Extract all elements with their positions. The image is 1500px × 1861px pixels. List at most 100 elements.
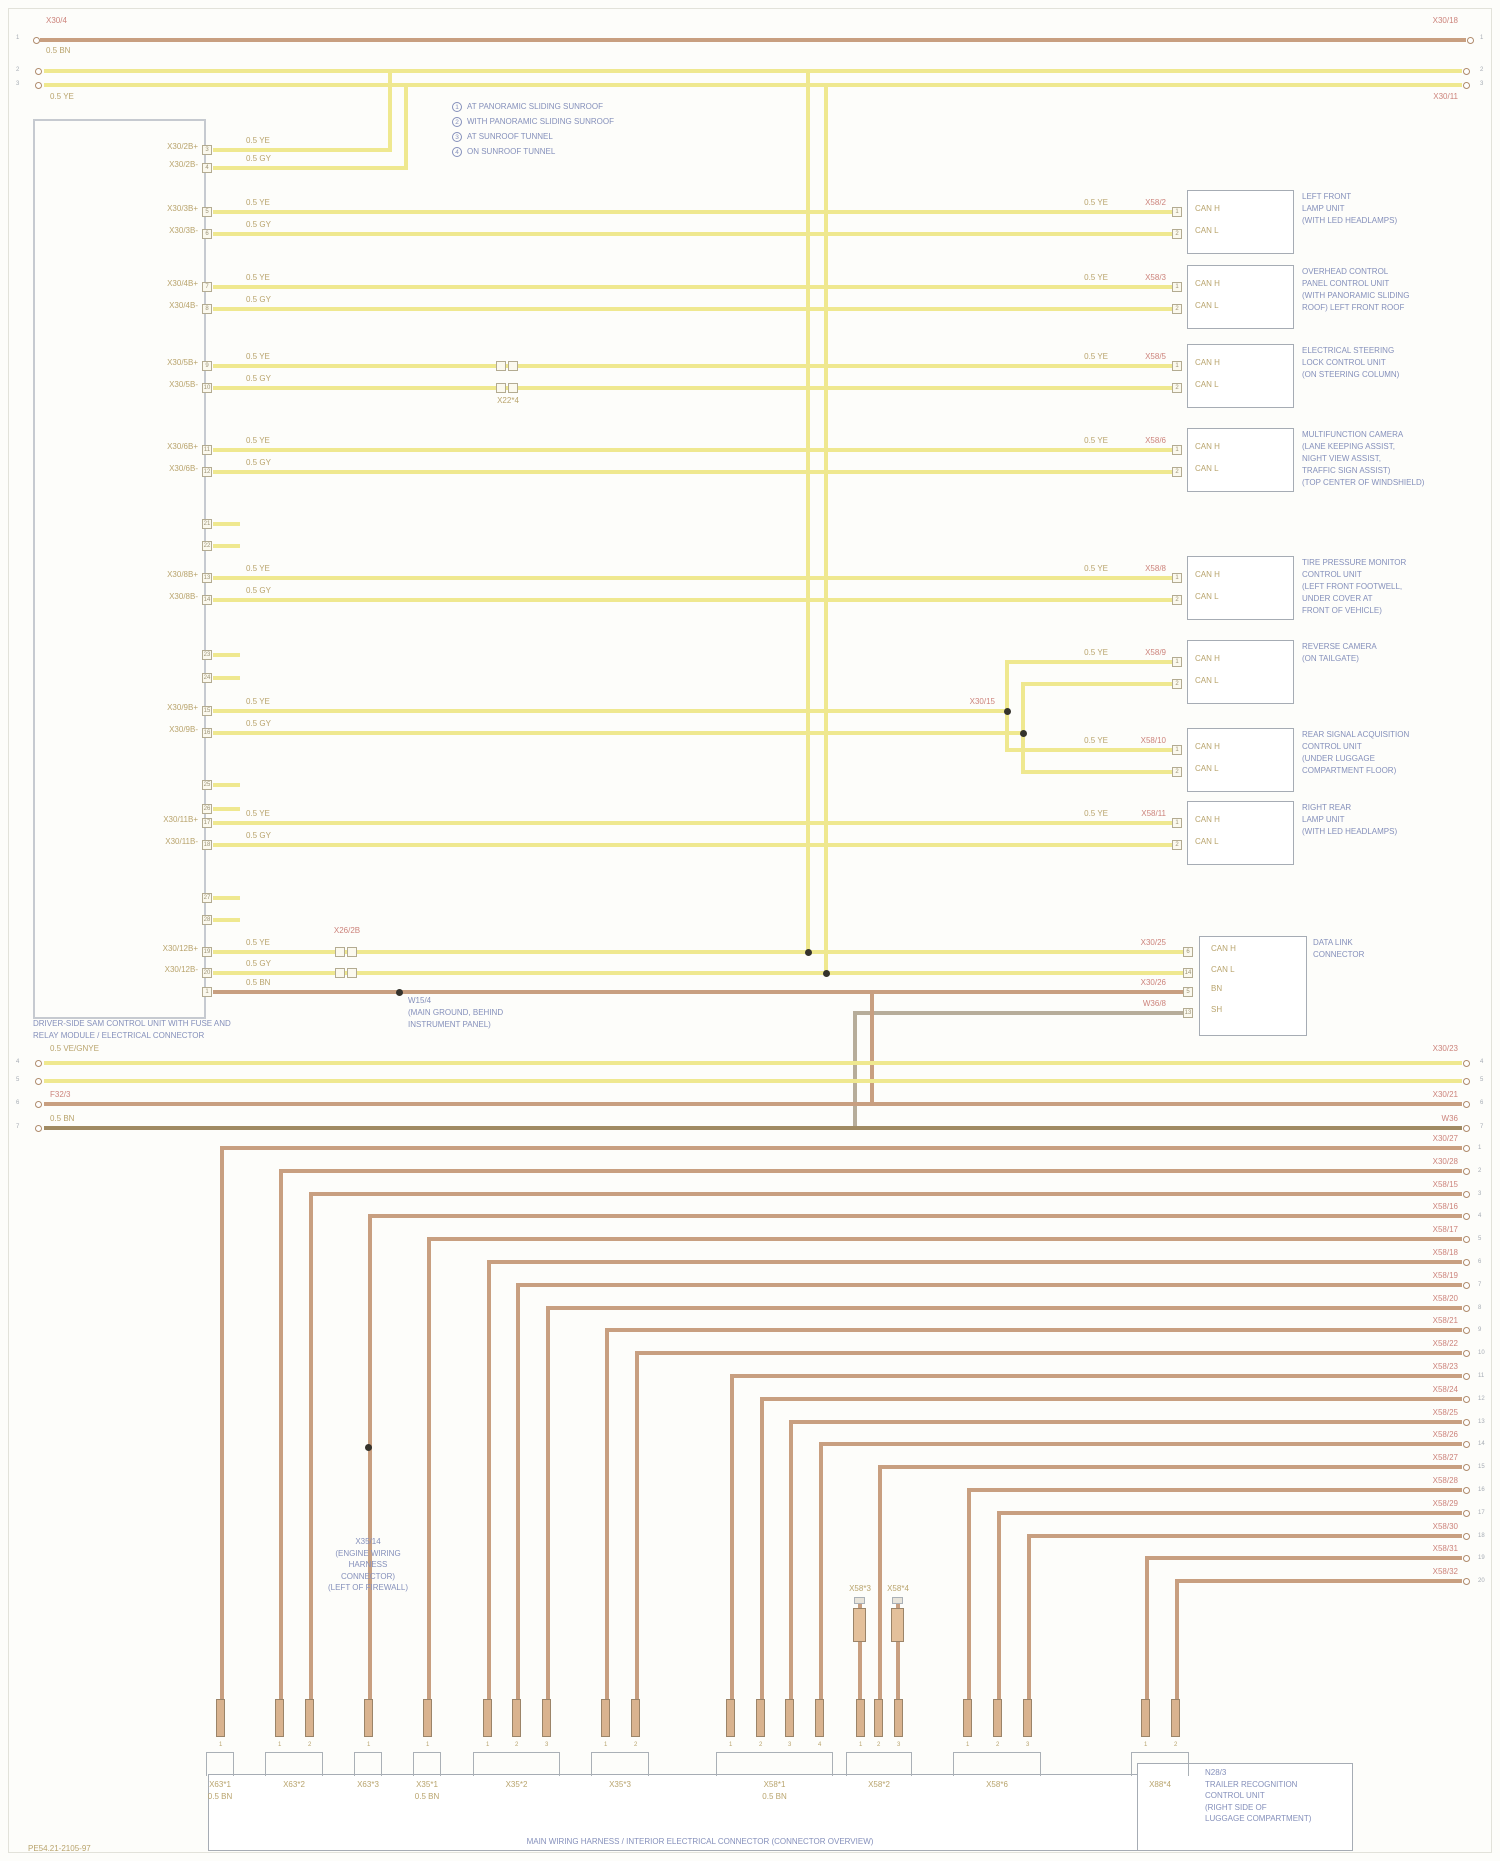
pin [508, 383, 518, 393]
block-pin-label: X30/2B- [169, 160, 198, 169]
connector-pin [1141, 1699, 1150, 1737]
connector-code-label: X58/32 [1432, 1567, 1458, 1576]
terminal-number: 11 [1478, 1373, 1485, 1379]
connector-code-label: X58/16 [1432, 1202, 1458, 1211]
connector-code-label: X58/22 [1432, 1339, 1458, 1348]
terminal-number: 2 [1480, 67, 1484, 73]
connector-cap [892, 1597, 903, 1604]
component-pin-label: CAN H [1195, 279, 1220, 288]
connector-code-label: X58/10 [1140, 736, 1166, 745]
can-bus-wire [213, 470, 1172, 474]
block-pin-label: X30/6B+ [167, 442, 198, 451]
connector-code-label: X30/25 [1140, 938, 1166, 947]
pin: 2 [1172, 840, 1182, 850]
connector-pin [993, 1699, 1002, 1737]
can-stub-wire [213, 544, 240, 548]
terminal-number: 1 [1144, 1742, 1148, 1748]
wire-code-label: 0.5 YE [1084, 809, 1108, 818]
can-bus-wire [213, 709, 1009, 713]
connector-code-label: X58/21 [1432, 1316, 1458, 1325]
inline-connector-sleeve [853, 1608, 866, 1642]
trailer-unit-box [1137, 1763, 1353, 1851]
terminal-number: 7 [16, 1124, 20, 1130]
wire-code-label: 0.5 YE [1084, 198, 1108, 207]
component-box [1187, 640, 1294, 704]
connector-code-label: X30/11 [1433, 92, 1458, 101]
terminal-number: 8 [1478, 1305, 1482, 1311]
wire-code-label: 0.5 YE [246, 564, 270, 573]
connector-pin [512, 1699, 521, 1737]
can-bus-wire [806, 69, 810, 954]
terminal-number: 17 [1478, 1510, 1485, 1516]
pin: 1 [1172, 361, 1182, 371]
pin: 18 [202, 840, 212, 850]
connector-cluster-code: X35*2 [505, 1780, 528, 1789]
block-pin-label: X30/4B- [169, 301, 198, 310]
block-pin-label: X30/9B- [169, 725, 198, 734]
connector-cluster-code: X88*4 [1149, 1780, 1171, 1789]
connector-code-label: X58/30 [1432, 1522, 1458, 1531]
terminal-number: 20 [1478, 1578, 1485, 1584]
harness-wire [819, 1442, 1462, 1446]
pin: 13 [1183, 1008, 1193, 1018]
terminal-icon [1463, 1510, 1470, 1517]
wire-code-label: 0.5 YE [1084, 736, 1108, 745]
terminal-number: 1 [219, 1742, 223, 1748]
component-description: (WITH LED HEADLAMPS) [1302, 216, 1398, 225]
connector-pin [815, 1699, 824, 1737]
connector-housing [591, 1752, 649, 1776]
legend-item: 3 AT SUNROOF TUNNEL [452, 132, 553, 142]
terminal-number: 2 [634, 1742, 638, 1748]
component-description: COMPARTMENT FLOOR) [1302, 766, 1397, 775]
harness-wire [605, 1328, 609, 1699]
terminal-icon [1463, 1078, 1470, 1085]
harness-wire [635, 1351, 639, 1699]
component-description: CONTROL UNIT [1302, 742, 1362, 751]
terminal-number: 6 [1478, 1259, 1482, 1265]
trailer-label: N28/3 TRAILER RECOGNITION CONTROL UNIT (… [1205, 1767, 1311, 1825]
inline-connector-code: X26/2B [333, 926, 361, 935]
terminal-icon [35, 1060, 42, 1067]
can-stub-wire [213, 807, 240, 811]
connector-pin [856, 1699, 865, 1737]
terminal-number: 1 [859, 1742, 863, 1748]
connector-pin [894, 1699, 903, 1737]
harness-wire [878, 1465, 882, 1699]
connector-code-label: X58/26 [1432, 1430, 1458, 1439]
inline-connector-code: X58*4 [887, 1584, 909, 1593]
harness-wire [635, 1351, 1462, 1355]
component-description: (ON STEERING COLUMN) [1302, 370, 1400, 379]
block-pin-label: X30/9B+ [167, 703, 198, 712]
connector-code-label: X30/18 [1432, 16, 1458, 25]
connector-housing [953, 1752, 1041, 1776]
pin: 28 [202, 915, 212, 925]
component-description: (LANE KEEPING ASSIST, [1302, 442, 1395, 451]
terminal-icon [35, 82, 42, 89]
connector-code-label: X58/20 [1432, 1294, 1458, 1303]
terminal-number: 2 [515, 1742, 519, 1748]
terminal-icon [1463, 1236, 1470, 1243]
connector-pin [216, 1699, 225, 1737]
connector-cluster-code: X58*6 [986, 1780, 1008, 1789]
ground-bn-wire [870, 990, 874, 1106]
component-description: (UNDER LUGGAGE [1302, 754, 1375, 763]
wire-code-label: 0.5 BN [50, 1114, 75, 1123]
terminal-number: 4 [1478, 1213, 1482, 1219]
shield-wire [853, 1011, 1183, 1015]
terminal-number: 1 [1478, 1145, 1482, 1151]
terminal-number: 18 [1478, 1533, 1485, 1539]
component-box [1187, 344, 1294, 408]
connector-housing [1131, 1752, 1189, 1776]
block-pin-label: X30/6B- [169, 464, 198, 473]
ground-stub-wire [896, 1604, 900, 1699]
harness-wire [546, 1306, 1462, 1310]
connector-housing [206, 1752, 234, 1776]
connector-cluster-code: X63*1 [209, 1780, 231, 1789]
terminal-icon [1463, 1487, 1470, 1494]
can-bus-wire [213, 843, 1172, 847]
ground-point-label: (MAIN GROUND, BEHIND [408, 1008, 504, 1017]
harness-wire [760, 1397, 1462, 1401]
block-caption-line: RELAY MODULE / ELECTRICAL CONNECTOR [33, 1031, 205, 1040]
terminal-icon [1463, 1533, 1470, 1540]
connector-code-label: X58/23 [1432, 1362, 1458, 1371]
